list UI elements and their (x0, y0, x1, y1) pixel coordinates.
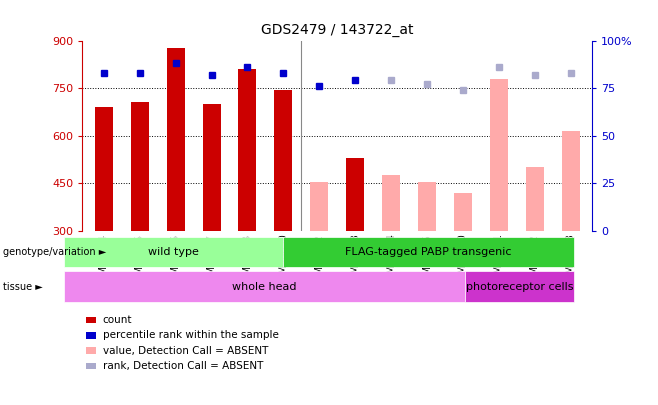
Text: genotype/variation ►: genotype/variation ► (3, 247, 107, 257)
Bar (203, 104, 220, 231)
Bar (238, 69, 257, 231)
Text: count: count (103, 315, 132, 325)
Bar (274, 90, 292, 231)
Text: percentile rank within the sample: percentile rank within the sample (103, 330, 278, 340)
Text: wild type: wild type (148, 247, 199, 257)
Bar (131, 102, 149, 231)
Bar (526, 167, 544, 231)
Text: value, Detection Call = ABSENT: value, Detection Call = ABSENT (103, 346, 268, 356)
Bar (95, 107, 113, 231)
Bar (562, 131, 580, 231)
Bar (382, 175, 400, 231)
Text: rank, Detection Call = ABSENT: rank, Detection Call = ABSENT (103, 361, 263, 371)
Bar (166, 49, 185, 231)
Bar (346, 158, 364, 231)
Bar (311, 182, 328, 231)
Text: photoreceptor cells: photoreceptor cells (466, 281, 573, 292)
Bar (454, 194, 472, 231)
Bar (418, 182, 436, 231)
Title: GDS2479 / 143722_at: GDS2479 / 143722_at (261, 23, 413, 37)
Text: FLAG-tagged PABP transgenic: FLAG-tagged PABP transgenic (345, 247, 511, 257)
Bar (490, 79, 508, 231)
Text: tissue ►: tissue ► (3, 281, 43, 292)
Text: whole head: whole head (232, 281, 297, 292)
